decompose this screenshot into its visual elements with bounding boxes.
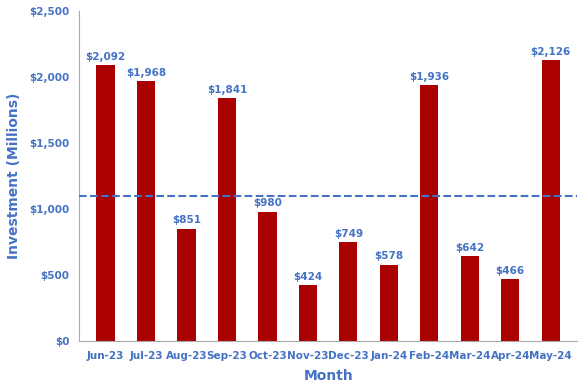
Text: $424: $424: [293, 272, 322, 282]
Bar: [299, 285, 317, 341]
Bar: [461, 256, 479, 341]
Bar: [380, 265, 398, 341]
Text: $851: $851: [172, 215, 201, 225]
Bar: [218, 98, 236, 341]
Bar: [541, 60, 560, 341]
Text: $1,841: $1,841: [207, 85, 247, 95]
Text: $2,092: $2,092: [85, 51, 126, 62]
Text: $642: $642: [456, 243, 484, 253]
Bar: [137, 81, 155, 341]
Bar: [420, 85, 439, 341]
Bar: [258, 212, 277, 341]
Text: $2,126: $2,126: [531, 47, 571, 57]
Bar: [339, 242, 357, 341]
Text: $466: $466: [496, 266, 525, 276]
Text: $578: $578: [374, 252, 404, 261]
Text: $749: $749: [334, 229, 363, 239]
Text: $1,936: $1,936: [409, 72, 450, 82]
Text: $1,968: $1,968: [126, 68, 166, 78]
Bar: [501, 280, 519, 341]
Bar: [178, 229, 196, 341]
X-axis label: Month: Month: [303, 369, 353, 383]
Y-axis label: Investment (Millions): Investment (Millions): [7, 93, 21, 259]
Bar: [96, 65, 114, 341]
Text: $980: $980: [253, 199, 282, 208]
